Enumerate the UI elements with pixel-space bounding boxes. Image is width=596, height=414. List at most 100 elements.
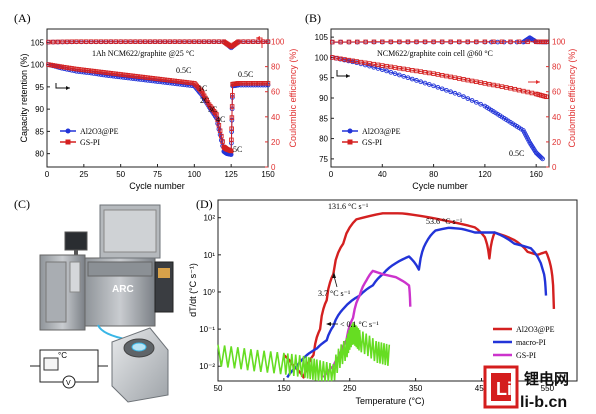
x-tick-label: 150: [261, 170, 275, 179]
data-point: [371, 39, 377, 45]
data-point: [241, 39, 246, 44]
data-point: [397, 39, 402, 45]
data-point: [246, 81, 251, 86]
monitor-icon: [64, 231, 88, 251]
data-point: [238, 81, 244, 86]
voltmeter-icon: [62, 375, 76, 389]
right-tick-label: 40: [271, 113, 280, 122]
data-point: [334, 55, 339, 61]
legend-marker-gs-pi-b: [347, 139, 353, 145]
data-point: [367, 63, 372, 69]
data-point: [69, 66, 74, 71]
rate-label-0.5c-start: 0.5C: [176, 66, 191, 75]
data-point: [179, 79, 185, 85]
panel-d-frame: [217, 199, 578, 382]
x-tick-label: 0: [45, 170, 50, 179]
panel-a-ylabel-right: Coulombic efficiency (%): [288, 49, 298, 148]
data-point: [388, 69, 394, 75]
data-point: [193, 82, 198, 87]
data-point: [405, 39, 411, 45]
data-point: [79, 67, 84, 72]
data-point: [206, 39, 212, 44]
data-point: [482, 39, 488, 45]
data-point: [219, 133, 224, 139]
data-point: [196, 39, 202, 44]
data-point: [243, 81, 249, 86]
data-point: [499, 84, 505, 89]
data-point: [363, 39, 368, 45]
data-point: [118, 74, 124, 80]
annotation-lt-0-1: < 0.1 °C s⁻¹: [340, 320, 379, 329]
x-tick-label: 75: [153, 170, 162, 179]
data-point: [187, 80, 192, 85]
series-line-gs-pi-ce: [48, 41, 268, 48]
legend-macro-pi-d: macro-PI: [516, 338, 546, 347]
data-point: [101, 72, 106, 78]
panel-b-label: (B): [305, 11, 321, 25]
data-point: [217, 128, 223, 133]
right-tick-label: 60: [552, 88, 561, 97]
data-point: [135, 76, 141, 82]
data-point: [409, 68, 415, 73]
data-point: [169, 80, 175, 86]
data-point: [179, 82, 185, 87]
data-point: [137, 77, 143, 82]
data-point: [106, 70, 111, 76]
data-point: [162, 77, 168, 82]
data-point: [61, 64, 67, 70]
panel-c: (C) ARC °C V: [14, 197, 174, 403]
panel-a-label: (A): [14, 11, 31, 25]
data-point: [354, 59, 359, 64]
series-line-al2o3-pe: [283, 212, 556, 379]
panel-a-left-axis-arrow: [55, 83, 70, 89]
data-point: [229, 126, 234, 131]
data-point: [448, 74, 453, 80]
data-point: [540, 156, 545, 162]
y-tick-label: 105: [31, 38, 45, 47]
data-point: [152, 39, 158, 44]
data-point: [125, 75, 131, 81]
panel-d-ylabel: dT/dt (°C s⁻¹): [188, 263, 198, 317]
data-point: [110, 73, 116, 79]
data-point: [198, 87, 203, 93]
data-point: [392, 65, 398, 70]
y-tick-label: 105: [315, 33, 329, 42]
panel-a-legend: Al2O3@PE GS-PI: [60, 127, 119, 147]
data-point: [164, 80, 170, 86]
x-tick-label: 250: [343, 384, 357, 393]
data-point: [246, 39, 251, 44]
data-point: [469, 78, 475, 84]
y-tick-label: 85: [35, 127, 44, 136]
data-point: [172, 81, 178, 86]
data-point: [474, 79, 479, 85]
data-point: [98, 39, 104, 44]
data-point: [162, 80, 168, 85]
data-point: [113, 71, 119, 77]
right-tick-label: 80: [552, 63, 561, 72]
y-tick-label: 95: [35, 83, 44, 92]
rate-label-1c: 1C: [198, 84, 207, 93]
legend-al2o3-pe-a: Al2O3@PE: [80, 127, 119, 136]
panel-b-xlabel: Cycle number: [412, 181, 468, 191]
data-point: [220, 139, 225, 144]
data-point: [108, 70, 114, 76]
x-tick-label: 550: [541, 384, 555, 393]
data-point: [346, 57, 351, 63]
data-point: [452, 90, 458, 96]
panel-d-series: [217, 212, 556, 382]
data-point: [138, 74, 143, 80]
data-point: [60, 39, 65, 45]
data-point: [103, 72, 109, 78]
data-point: [427, 70, 432, 76]
data-point: [508, 86, 513, 91]
y-tick-label: 80: [319, 135, 328, 144]
data-point: [414, 39, 419, 45]
panel-d-xlabel: Temperature (°C): [355, 396, 424, 406]
legend-gs-pi-d: GS-PI: [516, 351, 536, 360]
panel-a: (A) 0 25 50 75 100 125 150 80 85 90 95 100 105 0 20 40 6…: [14, 11, 298, 191]
data-point: [214, 112, 219, 117]
series-line-green-baseline: [217, 322, 391, 382]
data-point: [140, 74, 146, 80]
data-point: [182, 79, 187, 85]
data-point: [448, 39, 453, 45]
